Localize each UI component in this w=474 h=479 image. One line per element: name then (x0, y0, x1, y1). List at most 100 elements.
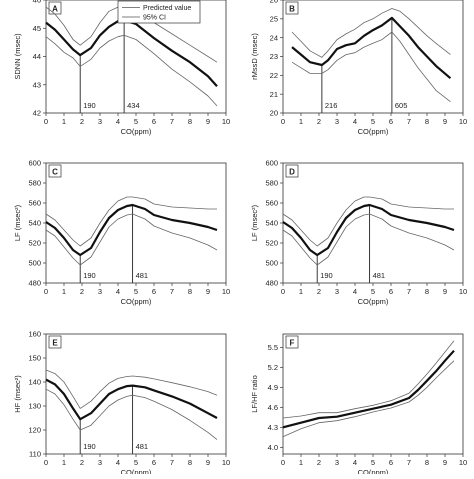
predicted-value-line (45, 203, 218, 257)
y-axis-label: SDNN (msec) (13, 33, 22, 80)
x-axis-label: CO(ppm) (121, 297, 152, 306)
y-tick-label: 160 (28, 330, 41, 339)
y-tick-label: 500 (28, 259, 41, 268)
panel-d: 0 1 2 3 4 5 6 7 8 9 10 480 500 520 540 560 580 600 CO(ppm)… (250, 159, 467, 306)
y-tick-label: 580 (28, 179, 41, 188)
y-tick-label: 120 (28, 426, 41, 435)
x-tick-label: 6 (389, 458, 393, 467)
ci-upper-line (291, 8, 451, 58)
x-tick-label: 10 (459, 287, 467, 296)
y-tick-label: 43 (33, 80, 41, 89)
x-axis-label: CO(ppm) (121, 468, 152, 474)
y-tick-label: 4.9 (268, 383, 278, 392)
x-tick-label: 8 (188, 458, 192, 467)
ci-lower-line (45, 388, 218, 440)
x-tick-label: 5 (371, 458, 375, 467)
x-tick-label: 8 (425, 117, 429, 126)
vertical-marker-label: 481 (136, 442, 149, 451)
x-tick-label: 1 (62, 117, 66, 126)
x-tick-label: 2 (317, 458, 321, 467)
panel-label-box (48, 164, 62, 178)
x-tick-label: 0 (281, 458, 285, 467)
x-tick-label: 3 (98, 117, 102, 126)
y-tick-label: 25 (270, 14, 278, 23)
y-tick-label: 22 (270, 71, 278, 80)
y-tick-label: 540 (265, 219, 278, 228)
y-axis-label: LF (msec²) (13, 204, 22, 241)
x-tick-label: 5 (371, 117, 375, 126)
x-tick-label: 7 (407, 287, 411, 296)
x-tick-label: 6 (389, 287, 393, 296)
plot-frame (282, 0, 464, 114)
ci-upper-line (45, 196, 217, 247)
y-tick-label: 20 (270, 109, 278, 118)
legend-label-ci: 95% CI (143, 15, 166, 22)
x-tick-label: 7 (170, 287, 174, 296)
y-tick-label: 24 (270, 33, 278, 42)
x-tick-label: 9 (206, 117, 210, 126)
x-tick-label: 7 (407, 117, 411, 126)
x-tick-label: 10 (459, 458, 467, 467)
y-tick-label: 110 (29, 450, 41, 459)
y-tick-label: 480 (265, 279, 278, 288)
y-tick-label: 21 (270, 90, 278, 99)
x-tick-label: 4 (353, 458, 357, 467)
x-tick-label: 2 (80, 287, 84, 296)
ci-lower-line (282, 360, 455, 438)
panel-label: B (289, 4, 295, 13)
legend-box (117, 0, 201, 24)
ci-lower-line (282, 213, 455, 266)
x-tick-label: 10 (222, 117, 230, 126)
y-tick-label: 560 (28, 199, 41, 208)
plot-frame (282, 162, 464, 284)
y-tick-label: 520 (265, 239, 278, 248)
x-tick-label: 6 (152, 117, 156, 126)
y-axis-label: HF (msec²) (13, 375, 22, 413)
ci-upper-line (282, 196, 454, 247)
x-tick-label: 1 (299, 117, 303, 126)
x-tick-label: 7 (407, 458, 411, 467)
legend: Predicted value 95% CI (117, 0, 201, 24)
x-tick-label: 0 (44, 117, 48, 126)
y-tick-label: 540 (28, 219, 41, 228)
y-tick-label: 46 (33, 0, 41, 5)
ci-lower-line (291, 31, 451, 103)
x-tick-label: 6 (152, 458, 156, 467)
x-tick-label: 8 (425, 287, 429, 296)
y-tick-label: 5.5 (268, 343, 278, 352)
x-tick-label: 3 (98, 287, 102, 296)
x-tick-label: 9 (206, 458, 210, 467)
ci-upper-line (45, 369, 218, 409)
x-tick-label: 4 (116, 458, 120, 467)
x-tick-label: 2 (317, 287, 321, 296)
x-tick-label: 3 (98, 458, 102, 467)
x-tick-label: 8 (188, 287, 192, 296)
x-tick-label: 10 (222, 287, 230, 296)
x-tick-label: 5 (134, 117, 138, 126)
plot-frame (45, 333, 227, 455)
x-tick-label: 2 (80, 117, 84, 126)
x-tick-label: 8 (188, 117, 192, 126)
x-tick-label: 5 (371, 287, 375, 296)
x-tick-label: 9 (206, 287, 210, 296)
x-tick-label: 3 (335, 117, 339, 126)
x-tick-label: 9 (443, 117, 447, 126)
panel-f: 0 1 2 3 4 5 6 7 8 9 10 4.0 4.3 4.6 4.9 5.2 5.5 CO(ppm) LF/… (250, 333, 467, 477)
x-axis-label: CO(ppm) (358, 127, 389, 136)
y-tick-label: 45 (33, 24, 41, 33)
ci-upper-line (45, 5, 218, 63)
x-tick-label: 5 (134, 287, 138, 296)
panel-label-box (285, 1, 299, 15)
x-tick-label: 6 (389, 117, 393, 126)
x-tick-label: 2 (80, 458, 84, 467)
y-tick-label: 4.3 (268, 423, 278, 432)
y-tick-label: 26 (270, 0, 278, 5)
panel-label-box (285, 335, 299, 349)
vertical-marker-label: 190 (320, 271, 333, 280)
panel-label: A (52, 4, 58, 13)
x-tick-label: 1 (62, 287, 66, 296)
y-tick-label: 480 (28, 279, 41, 288)
